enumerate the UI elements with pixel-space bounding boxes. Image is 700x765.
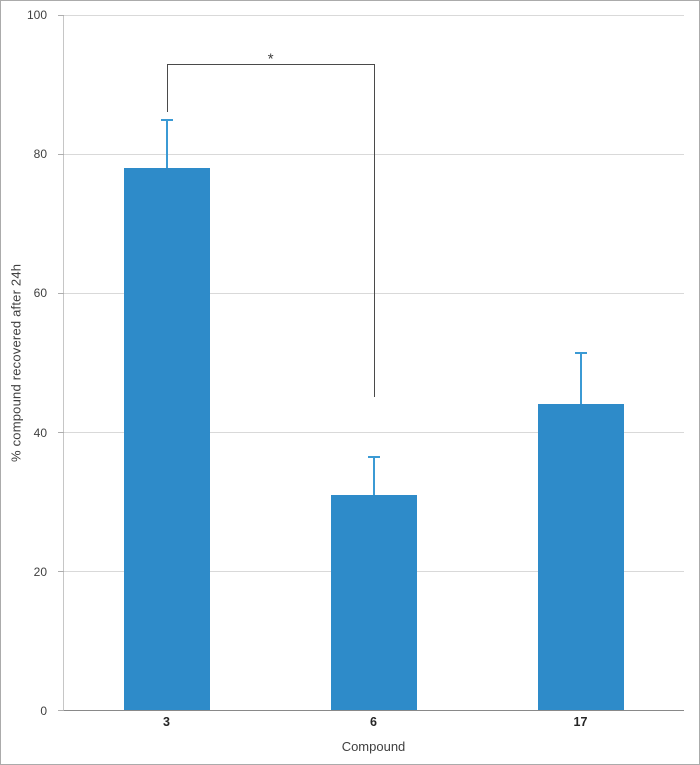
x-axis-tick-labels: 3 6 17 (63, 715, 684, 733)
y-tick-label: 60 (33, 286, 47, 301)
gridline (64, 432, 684, 433)
error-bar-line (166, 119, 169, 168)
plot-area: * (58, 15, 684, 711)
y-axis-tick-mark (58, 432, 64, 433)
bar-group-compound-6 (331, 15, 417, 710)
y-axis-tick-mark (58, 154, 64, 155)
x-tick-label: 6 (370, 715, 377, 729)
significance-bracket-horizontal (167, 63, 374, 65)
y-axis-tick-mark (58, 571, 64, 572)
significance-bracket-right-drop (374, 63, 375, 398)
bar-group-compound-17 (537, 15, 624, 710)
error-bar (368, 456, 380, 495)
y-axis-tick-mark (58, 15, 64, 16)
y-tick-label: 100 (26, 8, 47, 22)
error-bar-line (579, 352, 582, 405)
x-tick-label: 17 (573, 715, 588, 729)
y-tick-label: 0 (40, 704, 47, 718)
bar (331, 494, 417, 710)
significance-asterisk: * (267, 50, 274, 68)
y-tick-label: 20 (33, 564, 47, 579)
y-tick-label: 80 (33, 147, 47, 162)
significance-bracket-left-drop (167, 63, 169, 113)
y-axis-tick-mark (58, 710, 64, 711)
error-bar (574, 352, 587, 405)
x-axis-title: Compound (341, 739, 406, 754)
x-tick-label: 3 (163, 715, 170, 729)
error-bar (161, 119, 174, 168)
error-bar-line (373, 456, 375, 495)
bar (124, 167, 211, 710)
bar-group-compound-3 (124, 15, 211, 710)
y-axis-tick-mark (58, 293, 64, 294)
bars (64, 15, 684, 710)
y-tick-label: 40 (33, 425, 47, 440)
bar (537, 404, 624, 710)
gridline (64, 15, 684, 16)
y-axis-tick-labels: 100 80 60 40 20 0 (1, 8, 57, 718)
